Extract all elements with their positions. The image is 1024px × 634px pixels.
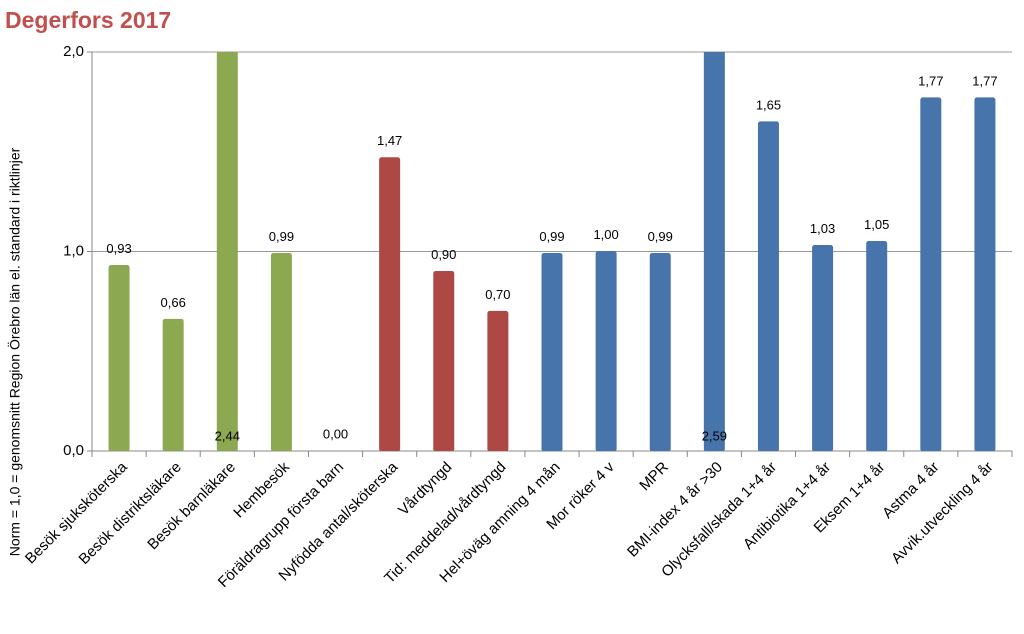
bar — [812, 245, 834, 451]
value-label: 1,77 — [918, 73, 943, 88]
value-label: 0,99 — [539, 229, 564, 244]
y-tick-label: 1,0 — [63, 242, 84, 259]
value-label: 1,77 — [972, 73, 997, 88]
bar — [595, 251, 617, 451]
y-tick-label: 0,0 — [63, 442, 84, 459]
value-label: 1,03 — [810, 221, 835, 236]
value-label: 0,99 — [648, 229, 673, 244]
bar — [757, 121, 779, 451]
x-tick-label: Besök distriktsläkare — [76, 459, 185, 568]
bar — [270, 252, 292, 451]
x-tick-label: BMI-index 4 år >30 — [624, 459, 726, 561]
value-label: 0,90 — [431, 247, 456, 262]
bar — [703, 52, 725, 451]
bar — [487, 310, 509, 451]
bar — [162, 318, 184, 451]
y-tick-label: 2,0 — [63, 43, 84, 60]
bar — [541, 252, 563, 451]
value-label: 0,99 — [269, 229, 294, 244]
x-tick-label: MPR — [636, 459, 672, 495]
bars — [108, 52, 996, 451]
bar — [920, 97, 942, 451]
value-label: 2,44 — [215, 428, 240, 443]
chart-title: Degerfors 2017 — [5, 7, 171, 33]
value-label: 1,65 — [756, 97, 781, 112]
x-tick-label: Besök sjuksköterska — [22, 458, 131, 567]
bar — [866, 241, 888, 451]
bar — [108, 264, 130, 451]
value-label: 1,00 — [593, 227, 618, 242]
value-label: 0,66 — [161, 295, 186, 310]
y-axis-label: Norm = 1,0 = genomsnitt Region Örebro lä… — [6, 147, 23, 556]
value-label: 1,47 — [377, 133, 402, 148]
bar — [974, 97, 996, 451]
value-label: 1,05 — [864, 217, 889, 232]
bar — [433, 270, 455, 451]
value-label: 0,00 — [323, 426, 348, 441]
value-label: 0,93 — [106, 241, 131, 256]
bar — [649, 252, 671, 451]
value-label: 0,70 — [485, 287, 510, 302]
bar — [379, 157, 401, 451]
value-label: 2,59 — [702, 428, 727, 443]
x-tick-label: Avvik.utveckling 4 år — [888, 459, 997, 568]
bar — [216, 52, 238, 451]
